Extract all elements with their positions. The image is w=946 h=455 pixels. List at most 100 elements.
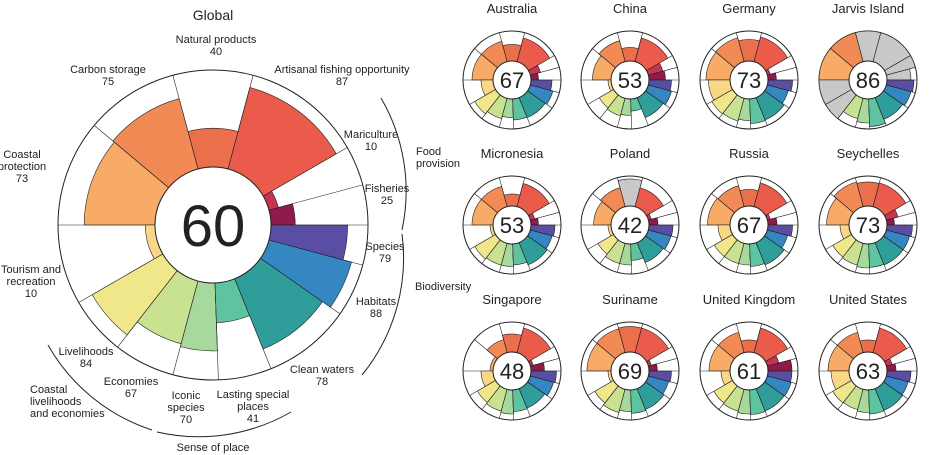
germany-title: Germany: [722, 1, 776, 16]
united-kingdom-overall-score: 61: [737, 359, 761, 384]
value-coastal-protection: 73: [16, 173, 28, 185]
russia-overall-score: 67: [737, 213, 761, 238]
label-lasting-1: Lasting special: [217, 389, 290, 401]
label-artisanal: Artisanal fishing opportunity: [274, 64, 410, 76]
value-species: 79: [379, 253, 391, 265]
value-livelihoods: 84: [80, 358, 92, 370]
united-kingdom-center: [729, 351, 769, 391]
poland-center: [610, 205, 650, 245]
poland-overall-score: 42: [618, 213, 642, 238]
label-tourism-1: Tourism and: [1, 264, 61, 276]
label-tourism-2: recreation: [7, 276, 56, 288]
russia-center: [729, 205, 769, 245]
singapore-center: [492, 351, 532, 391]
germany-divider: [767, 67, 797, 76]
country-chart-poland: Poland 42: [580, 146, 680, 275]
country-chart-germany: Germany 73: [699, 1, 799, 130]
group-coastal-liv-3: and economies: [30, 408, 105, 420]
jarvis-island-overall-score: 86: [856, 68, 880, 93]
sense-of-place-bracket: [156, 411, 292, 438]
group-food-provision-1: Food: [416, 146, 441, 158]
label-species: Species: [365, 241, 405, 253]
jarvis-island-center: [848, 60, 888, 100]
label-carbon-storage: Carbon storage: [70, 64, 146, 76]
value-fisheries: 25: [381, 195, 393, 207]
label-iconic-2: species: [167, 402, 205, 414]
country-chart-united-states: United States 63: [818, 292, 918, 421]
jarvis-island-title: Jarvis Island: [832, 1, 904, 16]
global-divider: [268, 184, 363, 211]
label-coastal-protection-1: Coastal: [3, 149, 40, 161]
value-habitats: 88: [370, 308, 382, 320]
group-coastal-liv-2: livelihoods: [30, 396, 82, 408]
country-chart-jarvis-island: Jarvis Island 86: [818, 1, 918, 130]
global-labels: Natural products 40 Carbon storage 75 Ar…: [0, 34, 410, 426]
australia-overall-score: 67: [500, 68, 524, 93]
poland-title: Poland: [610, 146, 650, 161]
germany-center: [729, 60, 769, 100]
micronesia-title: Micronesia: [481, 146, 545, 161]
country-chart-seychelles: Seychelles 73: [818, 146, 918, 275]
global-title: Global: [193, 7, 233, 23]
group-brackets: [47, 97, 407, 438]
label-natural-products: Natural products: [176, 34, 257, 46]
united-states-center: [848, 351, 888, 391]
russia-title: Russia: [729, 146, 770, 161]
micronesia-center: [492, 205, 532, 245]
country-chart-russia: Russia 67: [699, 146, 799, 275]
label-lasting-2: places: [237, 401, 269, 413]
label-clean-waters: Clean waters: [290, 364, 355, 376]
value-natural-products: 40: [210, 46, 222, 58]
country-chart-china: China 53: [580, 1, 680, 130]
united-states-overall-score: 63: [856, 359, 880, 384]
singapore-overall-score: 48: [500, 359, 524, 384]
label-livelihoods: Livelihoods: [58, 346, 114, 358]
food-provision-bracket: [380, 97, 407, 231]
united-kingdom-title: United Kingdom: [703, 292, 796, 307]
china-center: [610, 60, 650, 100]
united-states-title: United States: [829, 292, 908, 307]
seychelles-center: [848, 205, 888, 245]
country-chart-australia: Australia 67: [462, 1, 562, 130]
label-iconic-1: Iconic: [172, 390, 201, 402]
country-chart-singapore: Singapore 48: [462, 292, 562, 421]
global-center: [154, 166, 272, 284]
group-food-provision-2: provision: [416, 158, 460, 170]
value-clean-waters: 78: [316, 376, 328, 388]
micronesia-overall-score: 53: [500, 213, 524, 238]
singapore-divider: [530, 358, 560, 367]
poland-divider: [648, 212, 678, 221]
seychelles-title: Seychelles: [837, 146, 900, 161]
value-iconic: 70: [180, 414, 192, 426]
micronesia-divider: [530, 212, 560, 221]
singapore-divider: [474, 339, 498, 360]
value-economies: 67: [125, 388, 137, 400]
suriname-center: [610, 351, 650, 391]
label-fisheries: Fisheries: [365, 183, 410, 195]
global-overall-score: 60: [181, 194, 246, 259]
suriname-title: Suriname: [602, 292, 658, 307]
russia-divider: [767, 212, 797, 221]
group-coastal-liv-1: Coastal: [30, 384, 67, 396]
country-chart-united-kingdom: United Kingdom 61: [699, 292, 799, 421]
label-mariculture: Mariculture: [344, 129, 398, 141]
global-radial-chart: 60: [57, 69, 369, 381]
group-labels: Food provision Biodiversity Sense of pla…: [30, 146, 472, 454]
label-coastal-protection-2: protection: [0, 161, 46, 173]
china-title: China: [613, 1, 648, 16]
china-overall-score: 53: [618, 68, 642, 93]
biodiversity-bracket: [361, 233, 405, 376]
singapore-title: Singapore: [482, 292, 541, 307]
label-habitats: Habitats: [356, 296, 397, 308]
country-chart-micronesia: Micronesia 53: [462, 146, 562, 275]
country-chart-suriname: Suriname 69: [580, 292, 680, 421]
value-lasting: 41: [247, 413, 259, 425]
seychelles-overall-score: 73: [856, 213, 880, 238]
australia-center: [492, 60, 532, 100]
value-mariculture: 10: [365, 141, 377, 153]
label-economies: Economies: [104, 376, 159, 388]
value-artisanal: 87: [336, 76, 348, 88]
suriname-overall-score: 69: [618, 359, 642, 384]
country-charts: Australia 67 China 53 Germany 73 Jarvis Island…: [462, 1, 918, 421]
